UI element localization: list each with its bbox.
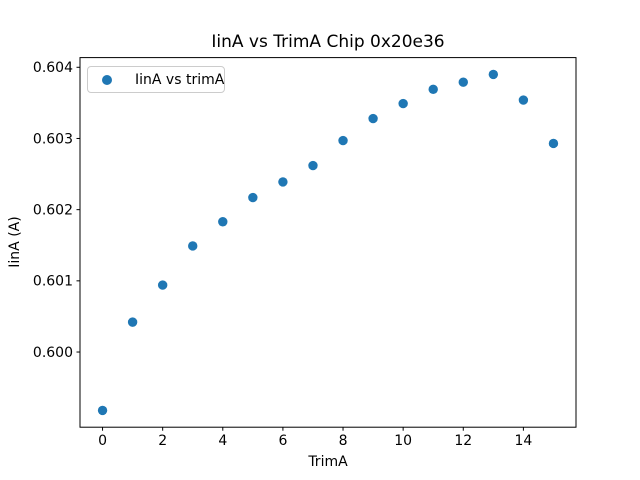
x-tick-label: 0 (98, 433, 107, 449)
y-tick-label: 0.604 (33, 60, 73, 76)
legend-label: IinA vs trimA (135, 71, 225, 88)
legend-marker-dot (102, 74, 112, 85)
x-axis-label: TrimA (308, 454, 348, 470)
x-tick-label: 14 (514, 433, 532, 449)
data-point (157, 280, 168, 290)
data-point (368, 113, 378, 124)
legend: IinA vs trimA (87, 66, 225, 93)
x-tick-label: 8 (339, 433, 348, 449)
data-point (398, 98, 408, 109)
data-point (458, 77, 468, 87)
data-point (278, 177, 288, 187)
x-tick-label: 6 (278, 433, 287, 449)
y-tick-label: 0.601 (33, 274, 73, 290)
data-point (518, 95, 529, 105)
data-point (548, 138, 559, 149)
y-axis-label: IinA (A) (7, 216, 23, 268)
data-point (248, 192, 258, 203)
y-tick-label: 0.602 (33, 202, 73, 218)
data-point (188, 241, 198, 251)
data-point (97, 405, 108, 416)
x-tick-label: 4 (218, 433, 227, 449)
data-point (428, 84, 438, 95)
data-point (308, 160, 318, 171)
y-tick-label: 0.603 (33, 131, 73, 147)
data-point (338, 135, 348, 146)
x-tick-label: 12 (454, 433, 472, 449)
axes-frame (79, 57, 577, 428)
chart-title: IinA vs TrimA Chip 0x20e36 (211, 32, 445, 52)
data-point (488, 69, 499, 80)
x-tick-label: 2 (158, 433, 167, 449)
x-tick-label: 10 (394, 433, 412, 449)
y-tick-label: 0.600 (33, 345, 73, 361)
data-point (127, 317, 138, 327)
data-point (218, 217, 228, 227)
